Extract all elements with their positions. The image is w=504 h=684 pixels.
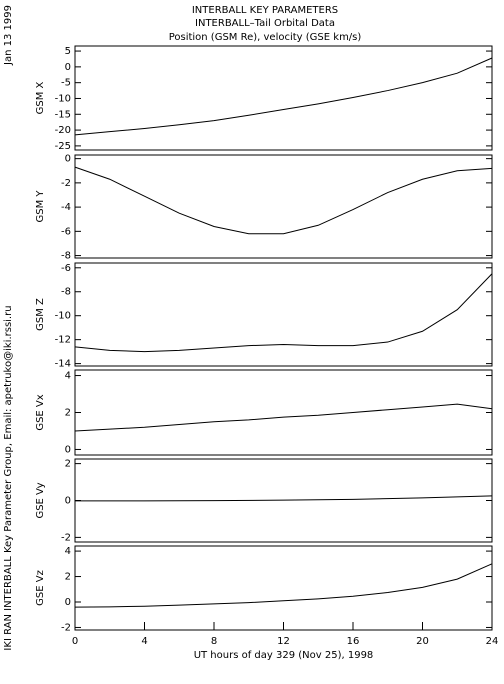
y-tick-label: -2 (61, 622, 71, 633)
y-tick-label: 0 (65, 444, 71, 455)
y-tick-label: 2 (65, 459, 71, 470)
title-line: INTERBALL KEY PARAMETERS (192, 5, 338, 16)
y-tick-label: -14 (55, 359, 71, 370)
y-axis-label: GSE Vx (35, 394, 46, 430)
y-axis-label: GSE Vz (35, 570, 46, 606)
y-tick-label: -8 (61, 287, 71, 298)
panel-frame (74, 262, 493, 367)
y-tick-label: -8 (61, 251, 71, 262)
data-line (74, 166, 493, 235)
y-tick-label: -2 (61, 178, 71, 189)
y-tick-label: -6 (61, 263, 71, 274)
data-line (74, 57, 493, 136)
panel-frame (74, 369, 493, 456)
x-axis-label: UT hours of day 329 (Nov 25), 1998 (194, 650, 374, 661)
y-tick-label: -10 (55, 93, 71, 104)
y-axis-label: GSM Z (35, 298, 46, 331)
panel-frame (74, 154, 493, 259)
x-tick-label: 20 (416, 636, 429, 647)
x-tick-label: 24 (486, 636, 499, 647)
y-tick-label: -25 (55, 141, 71, 152)
title-line: Position (GSM Re), velocity (GSE km/s) (169, 32, 362, 43)
x-tick-label: 12 (277, 636, 290, 647)
x-tick-label: 8 (211, 636, 217, 647)
credit: IKI RAN INTERBALL Key Parameter Group, E… (3, 305, 14, 650)
panel-frame (74, 45, 493, 151)
y-tick-label: 5 (65, 46, 71, 57)
y-tick-label: -10 (55, 311, 71, 322)
y-tick-label: -15 (55, 109, 71, 120)
y-tick-label: -6 (61, 226, 71, 237)
data-line (74, 403, 493, 432)
y-tick-label: -5 (61, 78, 71, 89)
y-tick-label: -2 (61, 532, 71, 543)
date-stamp: Jan 13 1999 (3, 5, 14, 66)
y-tick-label: 0 (65, 496, 71, 507)
panel-frame (74, 545, 493, 631)
y-tick-label: 2 (65, 408, 71, 419)
x-tick-label: 4 (141, 636, 147, 647)
y-tick-label: 2 (65, 572, 71, 583)
title-line: INTERBALL–Tail Orbital Data (195, 18, 335, 29)
data-line (74, 563, 493, 608)
y-tick-label: 0 (65, 62, 71, 73)
y-tick-label: -12 (55, 335, 71, 346)
y-tick-label: -4 (61, 202, 71, 213)
data-line (75, 495, 493, 502)
y-axis-label: GSM X (35, 81, 46, 114)
y-tick-label: 0 (65, 597, 71, 608)
x-tick-label: 0 (72, 636, 78, 647)
y-tick-label: 4 (65, 371, 71, 382)
y-axis-label: GSE Vy (35, 482, 46, 518)
y-tick-label: 4 (65, 546, 71, 557)
x-tick-label: 16 (347, 636, 360, 647)
data-line (74, 273, 493, 353)
y-axis-label: GSM Y (35, 190, 46, 223)
y-tick-label: -20 (55, 125, 71, 136)
y-tick-label: 0 (65, 154, 71, 165)
